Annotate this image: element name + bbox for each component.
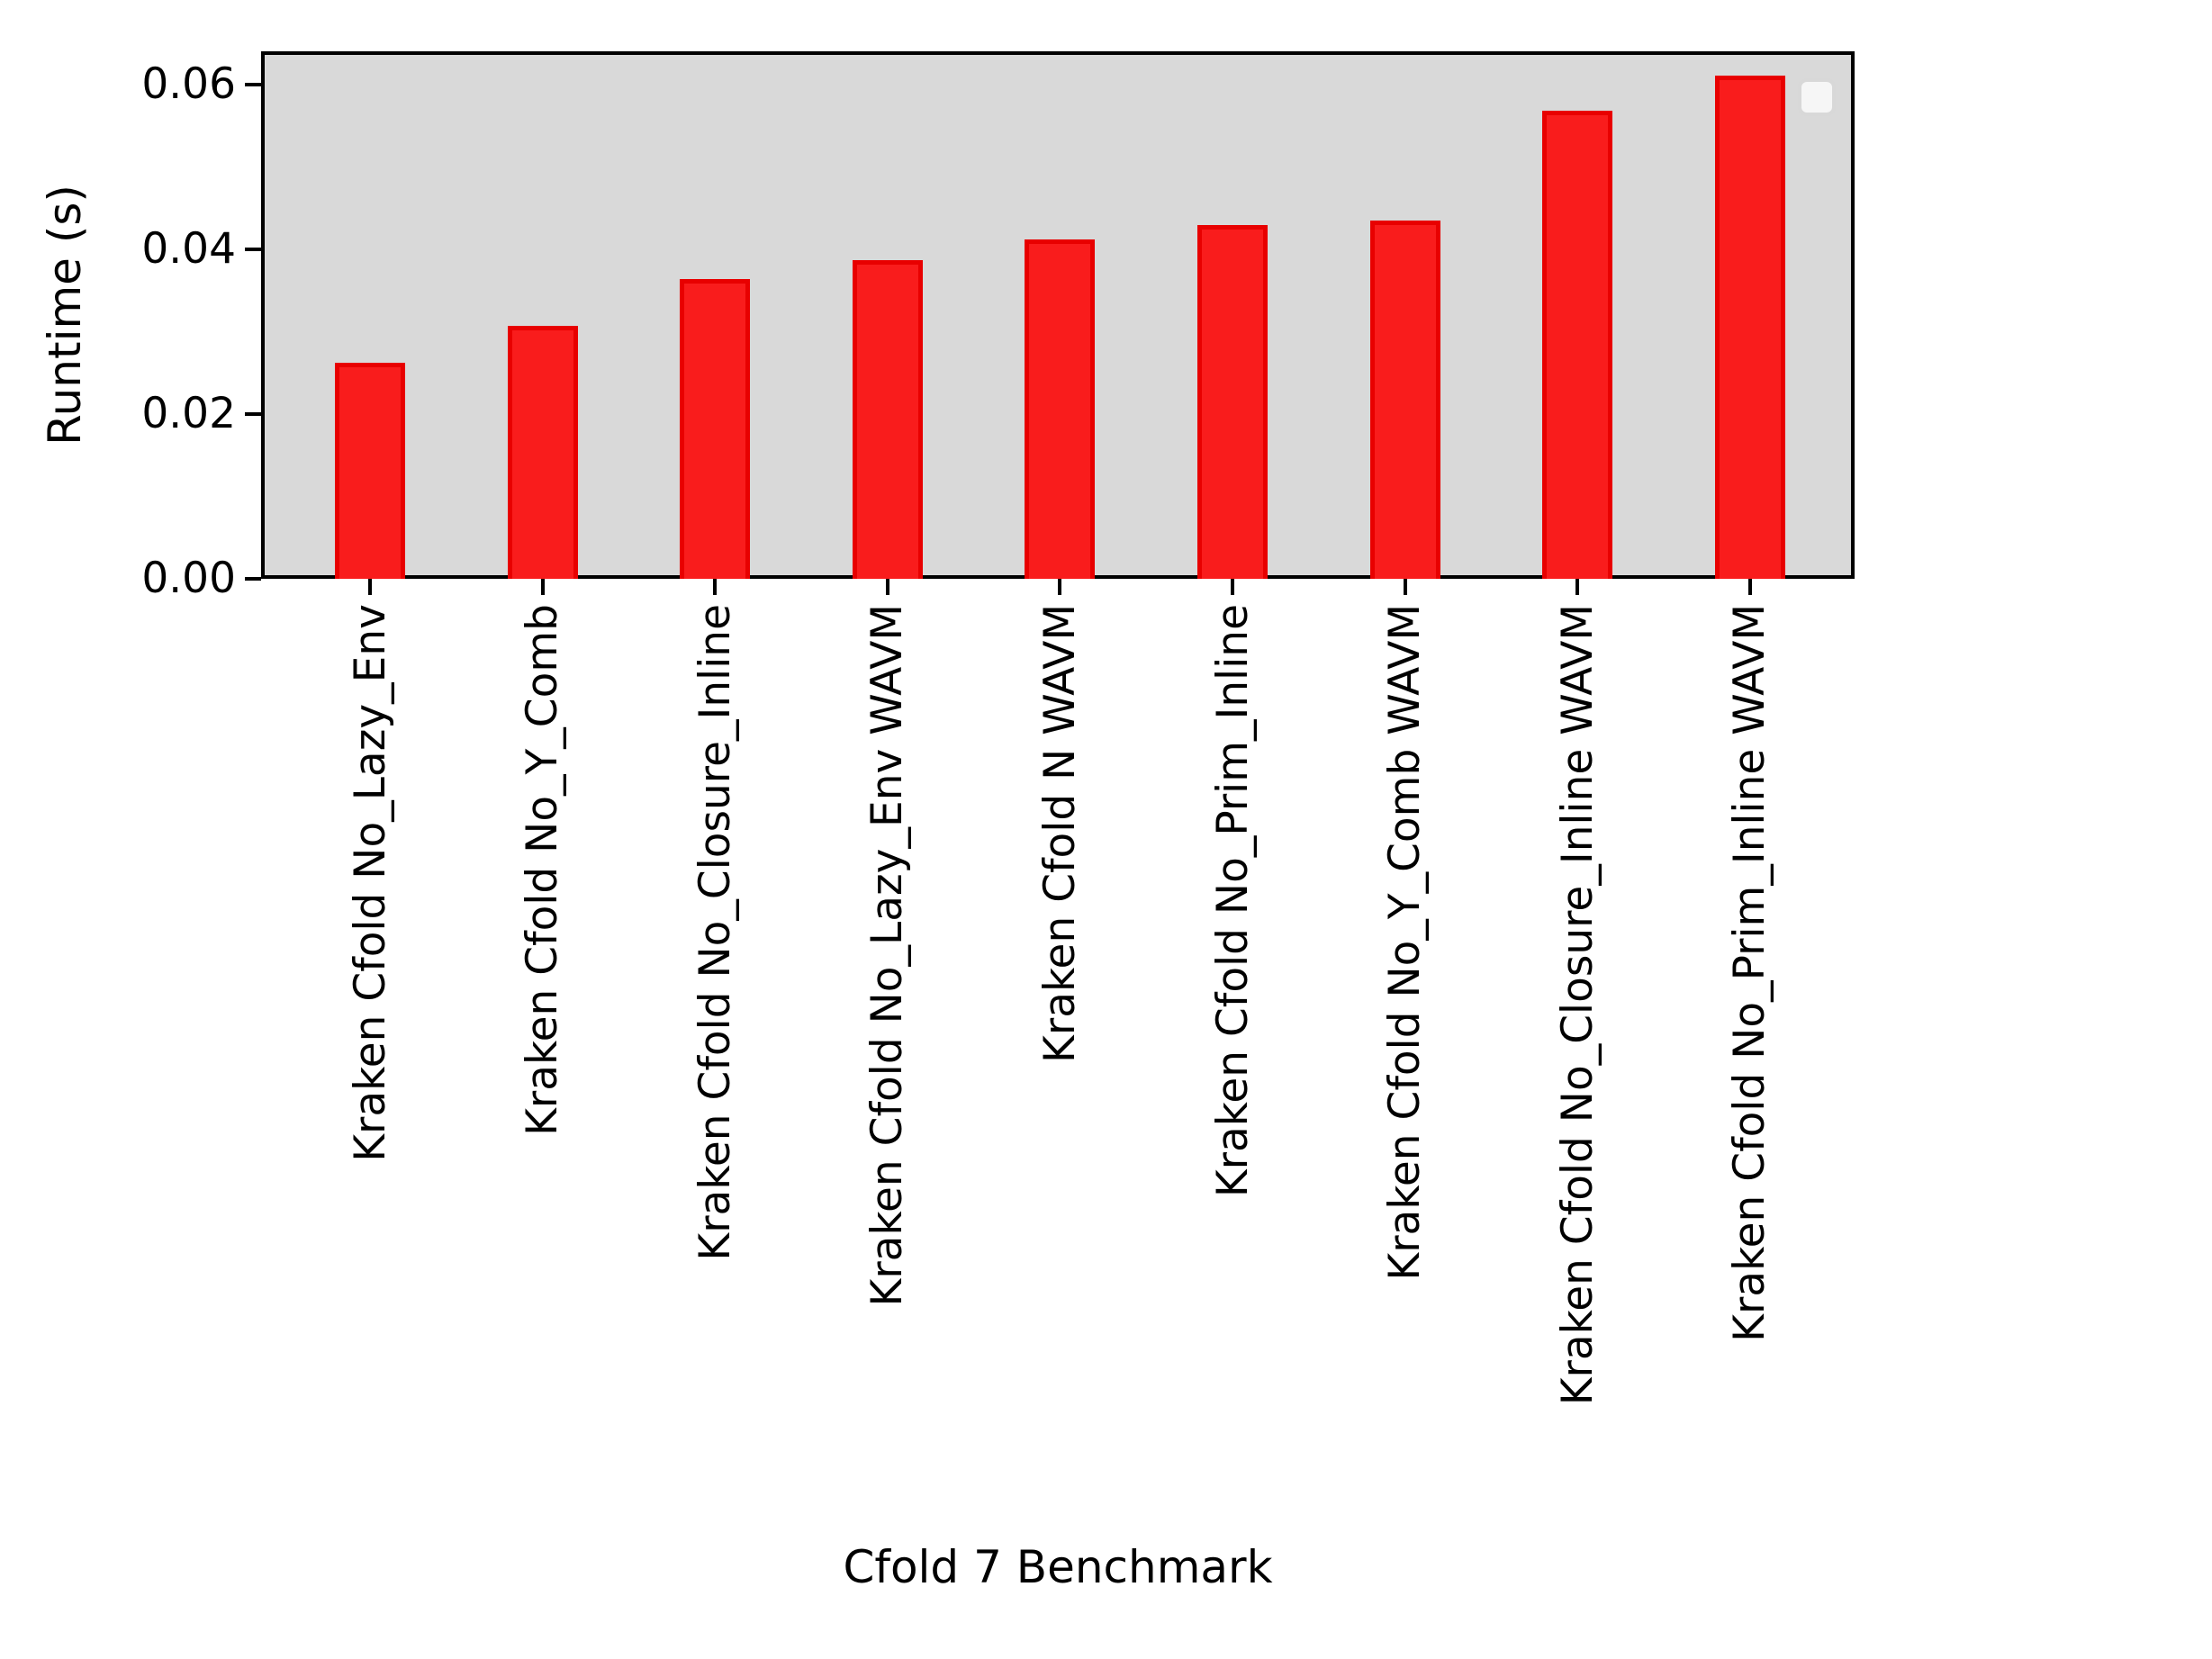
x-tick [886, 579, 889, 595]
y-tick-label: 0.02 [141, 389, 236, 439]
x-tick [1231, 579, 1234, 595]
x-tick-label: Kraken Cfold No_Prim_Inline [1208, 604, 1258, 1198]
plot-area [261, 51, 1855, 579]
x-tick-label: Kraken Cfold No_Closure_Inline [691, 604, 740, 1261]
x-tick-label: Kraken Cfold No_Y_Comb WAVM [1380, 604, 1430, 1281]
y-tick [245, 248, 261, 251]
x-tick-label: Kraken Cfold No_Prim_Inline WAVM [1725, 604, 1774, 1342]
y-tick [245, 412, 261, 416]
x-tick [1058, 579, 1061, 595]
y-tick-label: 0.04 [141, 224, 236, 275]
bar [508, 326, 578, 579]
bar [1197, 225, 1268, 579]
y-axis-label: Runtime (s) [39, 185, 91, 446]
y-tick-label: 0.06 [141, 59, 236, 110]
x-tick [1748, 579, 1752, 595]
bar [1715, 76, 1785, 579]
bar [680, 279, 750, 579]
y-tick [245, 577, 261, 581]
bar [853, 260, 923, 579]
x-tick-label: Kraken Cfold No_Closure_Inline WAVM [1553, 604, 1603, 1406]
x-tick [713, 579, 717, 595]
x-tick-label: Kraken Cfold N WAVM [1035, 604, 1085, 1063]
x-axis-label: Cfold 7 Benchmark [843, 1541, 1273, 1593]
x-tick [541, 579, 545, 595]
bar [1025, 239, 1095, 579]
x-tick-label: Kraken Cfold No_Lazy_Env WAVM [862, 604, 912, 1307]
x-tick [1404, 579, 1407, 595]
y-tick-label: 0.00 [141, 554, 236, 604]
x-tick [1575, 579, 1579, 595]
legend-box [1798, 78, 1836, 116]
x-tick-label: Kraken Cfold No_Lazy_Env [346, 604, 395, 1162]
x-tick [368, 579, 372, 595]
x-tick-label: Kraken Cfold No_Y_Comb [518, 604, 567, 1136]
bar [1542, 111, 1612, 579]
bar [1370, 221, 1440, 579]
bar [335, 363, 405, 579]
y-tick [245, 83, 261, 86]
